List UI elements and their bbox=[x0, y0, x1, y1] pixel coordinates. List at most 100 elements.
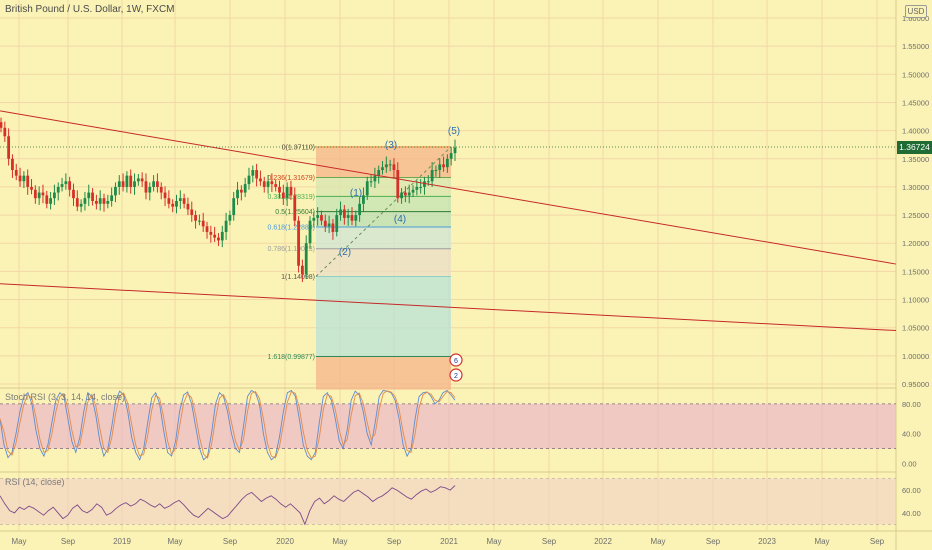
candle-body bbox=[407, 192, 411, 196]
price-tick-label: 1.05000 bbox=[902, 324, 929, 333]
candle-body bbox=[87, 192, 91, 199]
price-tick-label: 1.15000 bbox=[902, 267, 929, 276]
price-tick-label: 1.35000 bbox=[902, 155, 929, 164]
fib-level-label: 0.618(1.22889) bbox=[268, 224, 315, 231]
rsi-tick-label: 40.00 bbox=[902, 509, 921, 518]
candle-body bbox=[152, 181, 156, 187]
candle-body bbox=[75, 198, 79, 207]
candle-body bbox=[426, 181, 430, 183]
candle-body bbox=[167, 198, 171, 204]
candle-body bbox=[201, 220, 205, 227]
stoch-rsi-title[interactable]: Stoch RSI (3, 3, 14, 14, close) bbox=[5, 392, 126, 402]
candle-body bbox=[335, 215, 339, 232]
time-tick-label: 2021 bbox=[440, 537, 458, 546]
last-price-tag: 1.36724 bbox=[897, 141, 932, 154]
candle-body bbox=[175, 201, 178, 207]
fib-band bbox=[316, 276, 451, 357]
candle-body bbox=[220, 231, 224, 241]
candle-body bbox=[327, 223, 331, 227]
price-tick-label: 0.95000 bbox=[902, 380, 929, 389]
trendline bbox=[0, 283, 897, 332]
candle-body bbox=[365, 181, 369, 196]
candle-body bbox=[41, 192, 45, 196]
candle-body bbox=[388, 164, 392, 166]
candle-body bbox=[449, 153, 453, 159]
time-tick-label: 2022 bbox=[594, 537, 612, 546]
candle-body bbox=[205, 226, 209, 232]
price-tick-label: 1.40000 bbox=[902, 127, 929, 136]
candle-body bbox=[140, 178, 144, 182]
rsi-band bbox=[0, 478, 896, 525]
price-axis: 0.95000 1.00000 1.05000 1.10000 1.15000 1.200… bbox=[11, 14, 929, 546]
candle-body bbox=[308, 220, 312, 244]
candle-body bbox=[415, 186, 419, 190]
currency-badge[interactable]: USD bbox=[905, 5, 927, 18]
time-tick-label: May bbox=[332, 537, 347, 546]
fib-trend-line bbox=[315, 146, 452, 277]
candle-body bbox=[217, 237, 220, 241]
candle-body bbox=[266, 181, 270, 187]
candle-body bbox=[243, 184, 247, 193]
candle-body bbox=[270, 181, 274, 185]
candle-body bbox=[56, 186, 60, 193]
candle-body bbox=[163, 192, 167, 199]
fibonacci-retracement: 0(1.37110)0.236(1.31679)0.382(1.28319)0.… bbox=[268, 144, 452, 390]
candle-body bbox=[297, 220, 300, 266]
candle-body bbox=[236, 189, 239, 199]
candle-body bbox=[129, 175, 133, 187]
candle-body bbox=[102, 198, 106, 204]
fib-band bbox=[316, 146, 451, 178]
stoch-tick-label: 40.00 bbox=[902, 430, 921, 439]
rsi-line bbox=[0, 485, 456, 526]
time-tick-label: 2023 bbox=[758, 537, 776, 546]
candle-body bbox=[350, 215, 354, 221]
price-tick-label: 1.25000 bbox=[902, 211, 929, 220]
candle-body bbox=[213, 234, 217, 238]
price-tick-label: 1.30000 bbox=[902, 183, 929, 192]
candle-body bbox=[262, 181, 266, 187]
candle-body bbox=[228, 215, 232, 221]
candle-body bbox=[98, 198, 102, 204]
wave-labels: (1) (2) (3) (4) (5) 6 2 bbox=[339, 126, 463, 382]
time-tick-label: May bbox=[11, 537, 26, 546]
time-tick-label: 2020 bbox=[276, 537, 294, 546]
candle-body bbox=[331, 223, 335, 232]
candle-body bbox=[251, 170, 255, 176]
candle-body bbox=[18, 175, 22, 182]
price-tick-label: 1.20000 bbox=[902, 239, 929, 248]
candle-body bbox=[121, 181, 125, 187]
candle-body bbox=[278, 186, 281, 193]
rsi-title[interactable]: RSI (14, close) bbox=[5, 477, 65, 487]
candle-body bbox=[30, 186, 33, 190]
candle-body bbox=[178, 198, 182, 201]
candle-body bbox=[224, 220, 228, 232]
candle-body bbox=[182, 198, 186, 204]
candle-body bbox=[320, 215, 323, 221]
time-tick-label: Sep bbox=[542, 537, 557, 546]
event-badge bbox=[449, 353, 463, 367]
candle-body bbox=[64, 181, 68, 185]
candle-body bbox=[438, 164, 442, 171]
candle-body bbox=[232, 198, 236, 216]
candle-body bbox=[83, 198, 87, 204]
price-tick-label: 1.00000 bbox=[902, 352, 929, 361]
price-tick-label: 1.60000 bbox=[902, 14, 929, 23]
candle-body bbox=[381, 167, 384, 171]
candle-body bbox=[53, 192, 56, 199]
candle-body bbox=[419, 186, 423, 188]
time-tick-label: Sep bbox=[706, 537, 721, 546]
candle-body bbox=[22, 175, 26, 182]
candle-body bbox=[423, 181, 426, 187]
fib-band bbox=[316, 248, 451, 277]
candle-body bbox=[3, 127, 7, 137]
candle-body bbox=[354, 215, 358, 221]
candle-body bbox=[0, 122, 3, 128]
fib-level-label: 0(1.37110) bbox=[282, 144, 315, 151]
candle-body bbox=[33, 189, 37, 199]
fib-level-label: 0.786(1.19023) bbox=[268, 246, 315, 253]
fib-band bbox=[316, 356, 451, 390]
candle-body bbox=[312, 217, 316, 221]
candle-body bbox=[304, 243, 308, 275]
